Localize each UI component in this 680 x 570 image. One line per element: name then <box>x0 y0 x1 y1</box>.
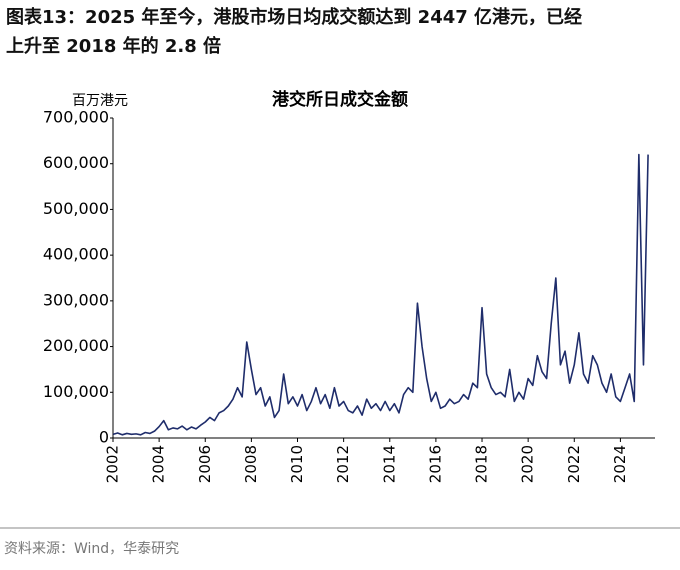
y-tick-label: 400,000 <box>43 245 109 264</box>
x-tick-label: 2002 <box>104 445 122 483</box>
x-tick-label: 2006 <box>196 445 214 483</box>
y-axis-label: 百万港元 <box>72 93 128 109</box>
y-tick-label: 0 <box>99 428 109 447</box>
header-line: 图表13：2025 年至今，港股市场日均成交额达到 2447 亿港元，已经 <box>6 6 582 28</box>
x-tick-label: 2018 <box>473 445 491 483</box>
x-tick-label: 2016 <box>426 445 444 483</box>
data-line <box>112 153 649 436</box>
x-tick-label: 2022 <box>565 445 583 483</box>
y-tick-label: 200,000 <box>43 336 109 355</box>
x-tick-label: 2020 <box>519 445 537 483</box>
x-tick-label: 2012 <box>334 445 352 483</box>
y-tick-label: 100,000 <box>43 382 109 401</box>
x-tick-label: 2004 <box>150 445 168 483</box>
x-tick-label: 2008 <box>242 445 260 483</box>
header-line: 上升至 2018 年的 2.8 倍 <box>6 35 221 57</box>
y-tick-label: 500,000 <box>43 199 109 218</box>
x-tick-label: 2010 <box>288 445 306 483</box>
source: 资料来源：Wind，华泰研究 <box>4 541 179 557</box>
y-tick-label: 700,000 <box>43 108 109 127</box>
chart-title: 港交所日成交金额 <box>272 89 408 110</box>
y-tick-label: 300,000 <box>43 290 109 309</box>
y-tick-label: 600,000 <box>43 153 109 172</box>
x-tick-label: 2014 <box>380 445 398 483</box>
x-tick-label: 2024 <box>611 445 629 483</box>
